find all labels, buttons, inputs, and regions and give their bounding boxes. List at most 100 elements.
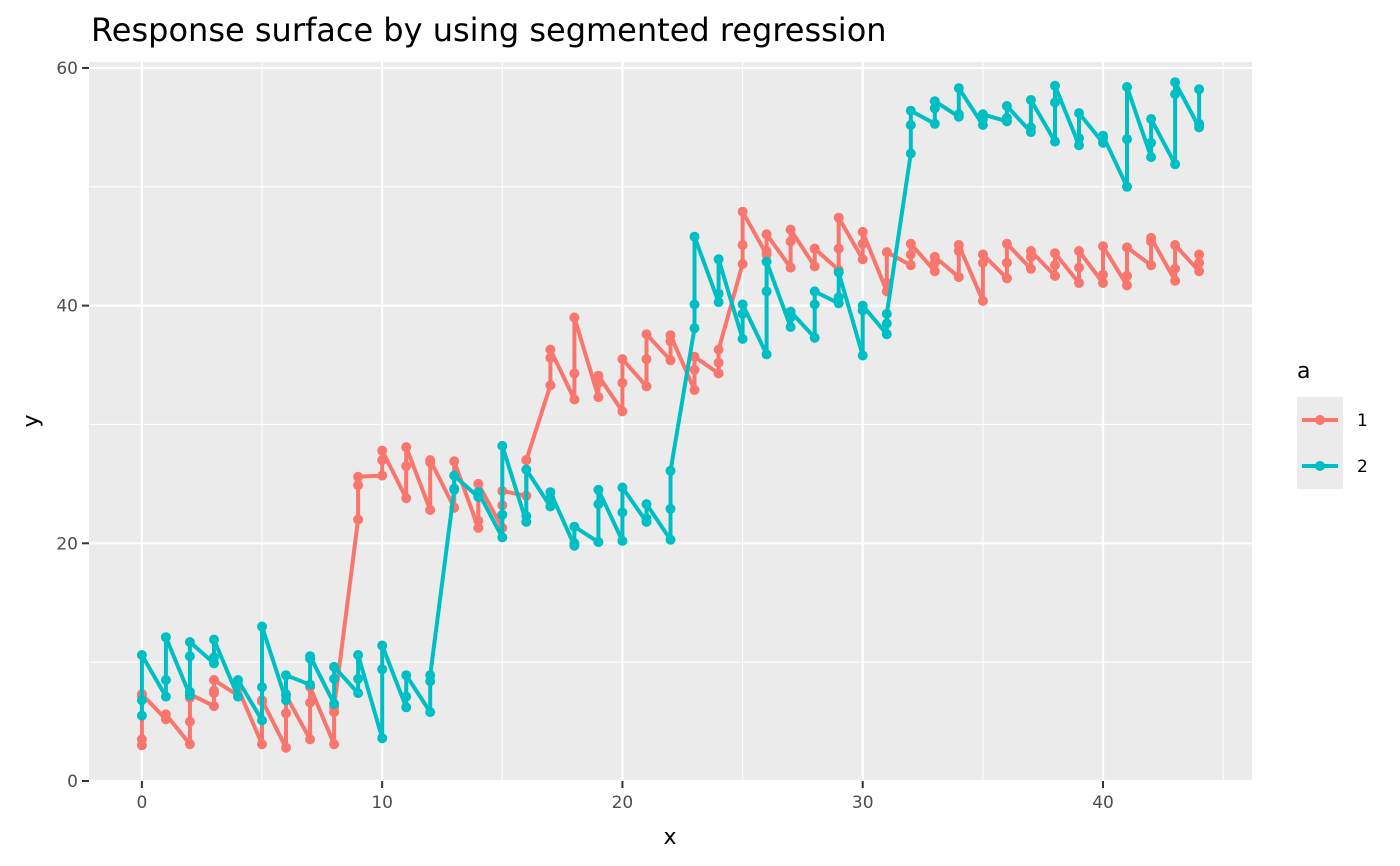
series-1-point [953,240,964,250]
series-2-point [833,267,844,278]
series-1-point [857,226,868,237]
series-2-point [281,689,291,700]
series-1-point [401,442,412,453]
series-2-point [160,675,171,685]
series-2-point [257,682,267,693]
series-2-point [449,483,460,494]
series-1-point [857,254,868,265]
series-1-point [1074,246,1084,256]
series-1-point [1001,273,1012,284]
series-2-point [881,329,892,340]
series-2-point [953,83,964,94]
series-2-point [1122,82,1132,92]
series-1-point [641,329,652,340]
series-2-point [1146,137,1157,148]
series-2-point [593,537,604,548]
series-1-point [569,312,580,323]
series-2-point [905,120,916,130]
series-1-point [593,370,604,381]
series-2-point [1146,114,1157,124]
series-1-point [545,352,556,363]
series-2-point [665,465,676,476]
legend-label-2: 2 [1357,457,1368,477]
series-2-point [857,300,868,311]
series-2-point [209,652,219,663]
series-2-point [1194,118,1205,129]
series-2-point [401,670,412,681]
series-2-point [617,482,628,493]
series-1-point [1170,240,1181,250]
series-1-point [905,249,916,260]
series-1-point [1001,238,1012,249]
series-1-point [785,236,796,247]
series-1-point [905,238,916,249]
series-1-point [641,354,652,365]
series-2-point [737,308,748,319]
series-1-point [1194,249,1205,260]
y-tick-label: 60 [56,59,78,79]
series-1-point [1194,266,1205,277]
series-1-point [521,455,532,466]
series-2-point [353,688,364,699]
series-2-point [593,484,604,495]
series-2-point [281,670,291,681]
series-1-point [1025,263,1036,274]
series-2-point [1050,80,1060,91]
series-1-point [809,261,820,272]
series-2-point [713,297,724,308]
series-1-point [1050,260,1060,271]
series-1-point [689,364,700,375]
x-tick-label: 10 [371,793,393,813]
series-1-point [377,445,388,456]
series-2-point [641,499,652,510]
series-1-point [449,456,460,467]
series-1-point [881,247,892,258]
series-2-point [593,499,604,510]
series-2-point [497,440,508,451]
series-1-point [329,739,340,750]
series-1-point [257,739,267,750]
series-1-point [761,229,772,240]
series-1-point [857,238,868,249]
series-2-point [329,661,340,672]
series-1-point [425,455,436,466]
series-layer [136,77,1205,753]
series-1-point [1146,232,1157,243]
series-1-point [1170,275,1181,286]
series-2-point [497,509,508,520]
series-2-point [1001,112,1012,123]
legend-key-point-2 [1315,461,1325,471]
series-1-point [737,206,748,217]
series-2-point [905,148,916,159]
series-1-point [377,470,388,481]
series-1-point [785,262,796,273]
x-tick-label: 30 [852,793,874,813]
y-tick-label: 40 [56,297,78,317]
y-tick-label: 0 [67,772,78,792]
series-1-point [833,212,844,223]
series-2-point [305,679,316,690]
series-2-point [1194,84,1205,95]
y-axis-title: y [19,414,44,427]
series-2-point [761,286,772,297]
x-tick-label: 20 [612,793,634,813]
series-2-point [569,538,580,549]
series-2-point [809,332,820,343]
series-1-point [761,246,772,256]
series-2-point [521,511,532,521]
series-1-point [929,251,940,262]
series-2-point [184,651,195,662]
series-1-point [1098,241,1108,252]
series-1-point [209,675,219,685]
series-2-point [977,109,988,120]
series-1-point [1050,248,1060,259]
series-2-point [809,286,820,297]
series-2-point [785,306,796,317]
series-1-point [977,295,988,306]
series-1-point [281,742,291,753]
series-1-point [977,249,988,260]
legend-label-1: 1 [1357,411,1368,431]
series-1-point [569,394,580,405]
legend: a 1 2 [1297,359,1368,489]
series-1-point [184,716,195,727]
